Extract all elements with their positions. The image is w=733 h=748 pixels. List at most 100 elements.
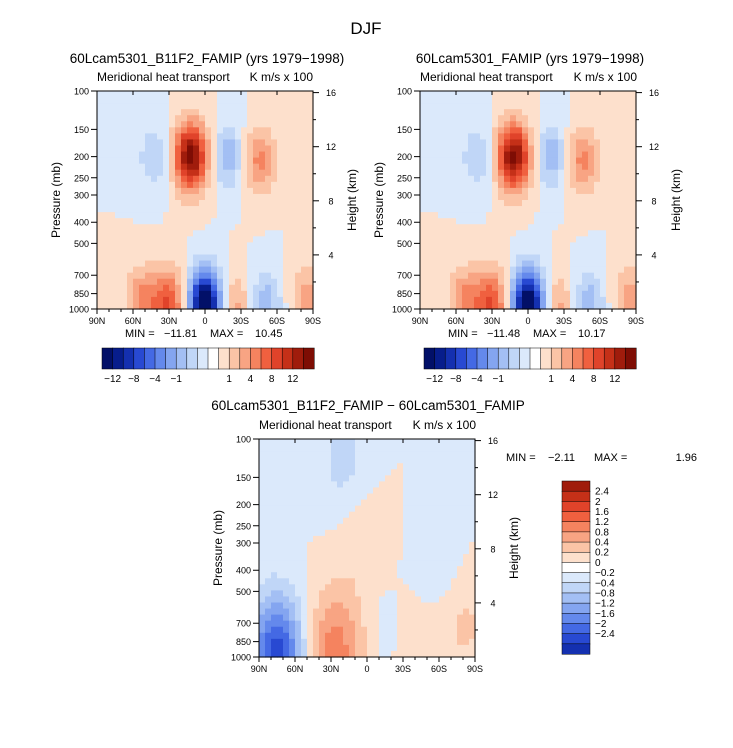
field-cell [385, 505, 392, 513]
field-cell [426, 242, 433, 250]
field-cell [127, 103, 134, 110]
field-cell [355, 554, 362, 561]
field-cell [133, 97, 140, 104]
field-cell [313, 590, 320, 598]
field-cell [97, 187, 104, 195]
field-cell [295, 505, 302, 513]
field-cell [181, 284, 188, 292]
field-cell [552, 224, 559, 231]
field-cell [612, 242, 619, 250]
field-cell [420, 109, 427, 116]
field-cell [486, 272, 493, 280]
colorbar-swatch [218, 347, 230, 370]
field-cell [289, 511, 296, 519]
field-cell [397, 650, 404, 658]
field-cell [432, 187, 439, 195]
field-cell [205, 169, 212, 177]
field-cell [564, 278, 571, 286]
field-cell [498, 290, 505, 298]
field-cell [426, 109, 433, 116]
field-cell [468, 266, 475, 274]
field-cell [432, 248, 439, 256]
field-cell [456, 290, 463, 298]
field-cell [355, 493, 362, 501]
field-cell [468, 157, 475, 165]
field-cell [343, 608, 350, 616]
field-cell [271, 511, 278, 519]
field-cell [480, 181, 487, 189]
field-cell [427, 445, 434, 452]
field-cell [480, 290, 487, 298]
field-cell [235, 151, 242, 159]
field-cell [283, 596, 290, 604]
field-cell [432, 212, 439, 219]
field-cell [259, 163, 266, 171]
field-cell [217, 187, 224, 195]
field-cell [163, 163, 170, 171]
field-cell [361, 487, 368, 495]
field-cell [193, 200, 200, 207]
colorbar-swatch [154, 347, 167, 370]
field-cell [385, 541, 392, 549]
y-tick-label: 200 [74, 152, 89, 162]
field-cell [265, 578, 272, 585]
field-cell [367, 487, 374, 495]
field-cell [217, 97, 224, 104]
field-cell [456, 206, 463, 213]
page-title: DJF [350, 19, 381, 38]
field-cell [283, 511, 290, 519]
field-cell [385, 475, 392, 482]
field-cell [265, 481, 272, 489]
field-cell [355, 511, 362, 519]
field-cell [289, 584, 296, 591]
field-cell [217, 121, 224, 128]
field-cell [630, 224, 637, 231]
field-cell [307, 614, 314, 622]
field-cell [229, 115, 236, 122]
field-cell [558, 236, 565, 243]
field-cell [444, 103, 451, 110]
field-cell [397, 523, 404, 531]
field-cell [139, 218, 146, 225]
field-cell [175, 278, 182, 286]
field-cell [265, 602, 272, 610]
field-cell [271, 439, 278, 446]
field-cell [157, 218, 164, 225]
field-cell [133, 272, 140, 280]
field-cell [433, 517, 440, 525]
field-cell [265, 260, 272, 268]
field-cell [301, 469, 308, 476]
field-cell [528, 218, 535, 225]
field-cell [253, 278, 260, 286]
field-cell [588, 181, 595, 189]
field-cell [379, 560, 386, 567]
y-tick-label: 150 [74, 125, 89, 135]
field-cell [546, 181, 553, 189]
field-cell [534, 278, 541, 286]
field-cell [157, 169, 164, 177]
field-cell [133, 193, 140, 201]
field-cell [145, 187, 152, 195]
field-cell [163, 187, 170, 195]
field-cell [337, 560, 344, 567]
field-cell [139, 115, 146, 122]
field-cell [259, 487, 266, 495]
field-cell [522, 290, 529, 298]
field-cell [271, 218, 278, 225]
field-cell [307, 487, 314, 495]
field-cell [295, 584, 302, 591]
field-cell [469, 523, 476, 531]
field-cell [444, 230, 451, 237]
field-cell [522, 103, 529, 110]
field-cell [528, 272, 535, 280]
field-cell [331, 608, 338, 616]
field-cell [445, 584, 452, 591]
field-cell [127, 145, 134, 153]
field-cell [295, 103, 302, 110]
field-cell [391, 578, 398, 585]
field-cell [313, 644, 320, 652]
field-cell [193, 169, 200, 177]
field-cell [103, 139, 110, 147]
field-cell [462, 175, 469, 183]
field-cell [457, 560, 464, 567]
